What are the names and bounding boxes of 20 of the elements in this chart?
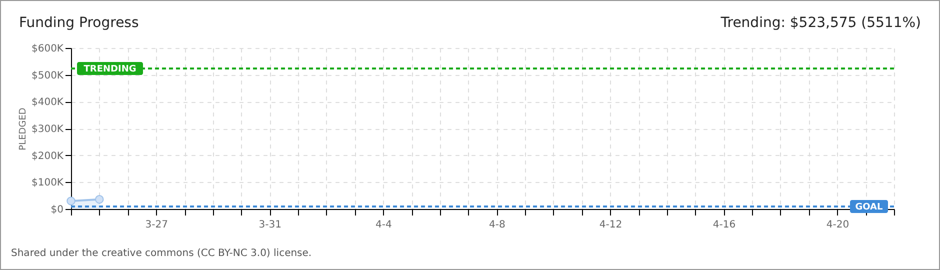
y-tick-label: $400K [31, 97, 64, 108]
text: Shared under the creative commons (CC BY-NC 3.0) license. [11, 248, 312, 259]
x-tick-label: 4-16 [712, 220, 736, 230]
y-tick-label: $0 [50, 204, 64, 216]
x-tick-label: 4-8 [489, 220, 506, 230]
x-tick-label: 4-20 [826, 220, 850, 230]
ref-line-label: GOAL [855, 202, 884, 212]
x-tick-label: 4-4 [376, 220, 392, 230]
y-tick-label: $300K [31, 124, 64, 135]
y-tick-label: $200K [31, 150, 64, 162]
chart-title: Funding Progress [19, 15, 139, 31]
y-tick-label: $600K [31, 44, 64, 54]
x-tick-label: 3-31 [258, 220, 282, 230]
chart-subtitle: Trending: $523,575 (5511%) [720, 15, 921, 31]
y-axis-title: PLEDGED [18, 108, 28, 150]
x-tick-label: 3-27 [145, 220, 168, 230]
x-tick-label: 4-12 [599, 220, 622, 230]
y-tick-label: $500K [31, 70, 64, 82]
y-tick-label: $100K [31, 178, 64, 189]
ref-line-label: TRENDING [84, 64, 136, 75]
